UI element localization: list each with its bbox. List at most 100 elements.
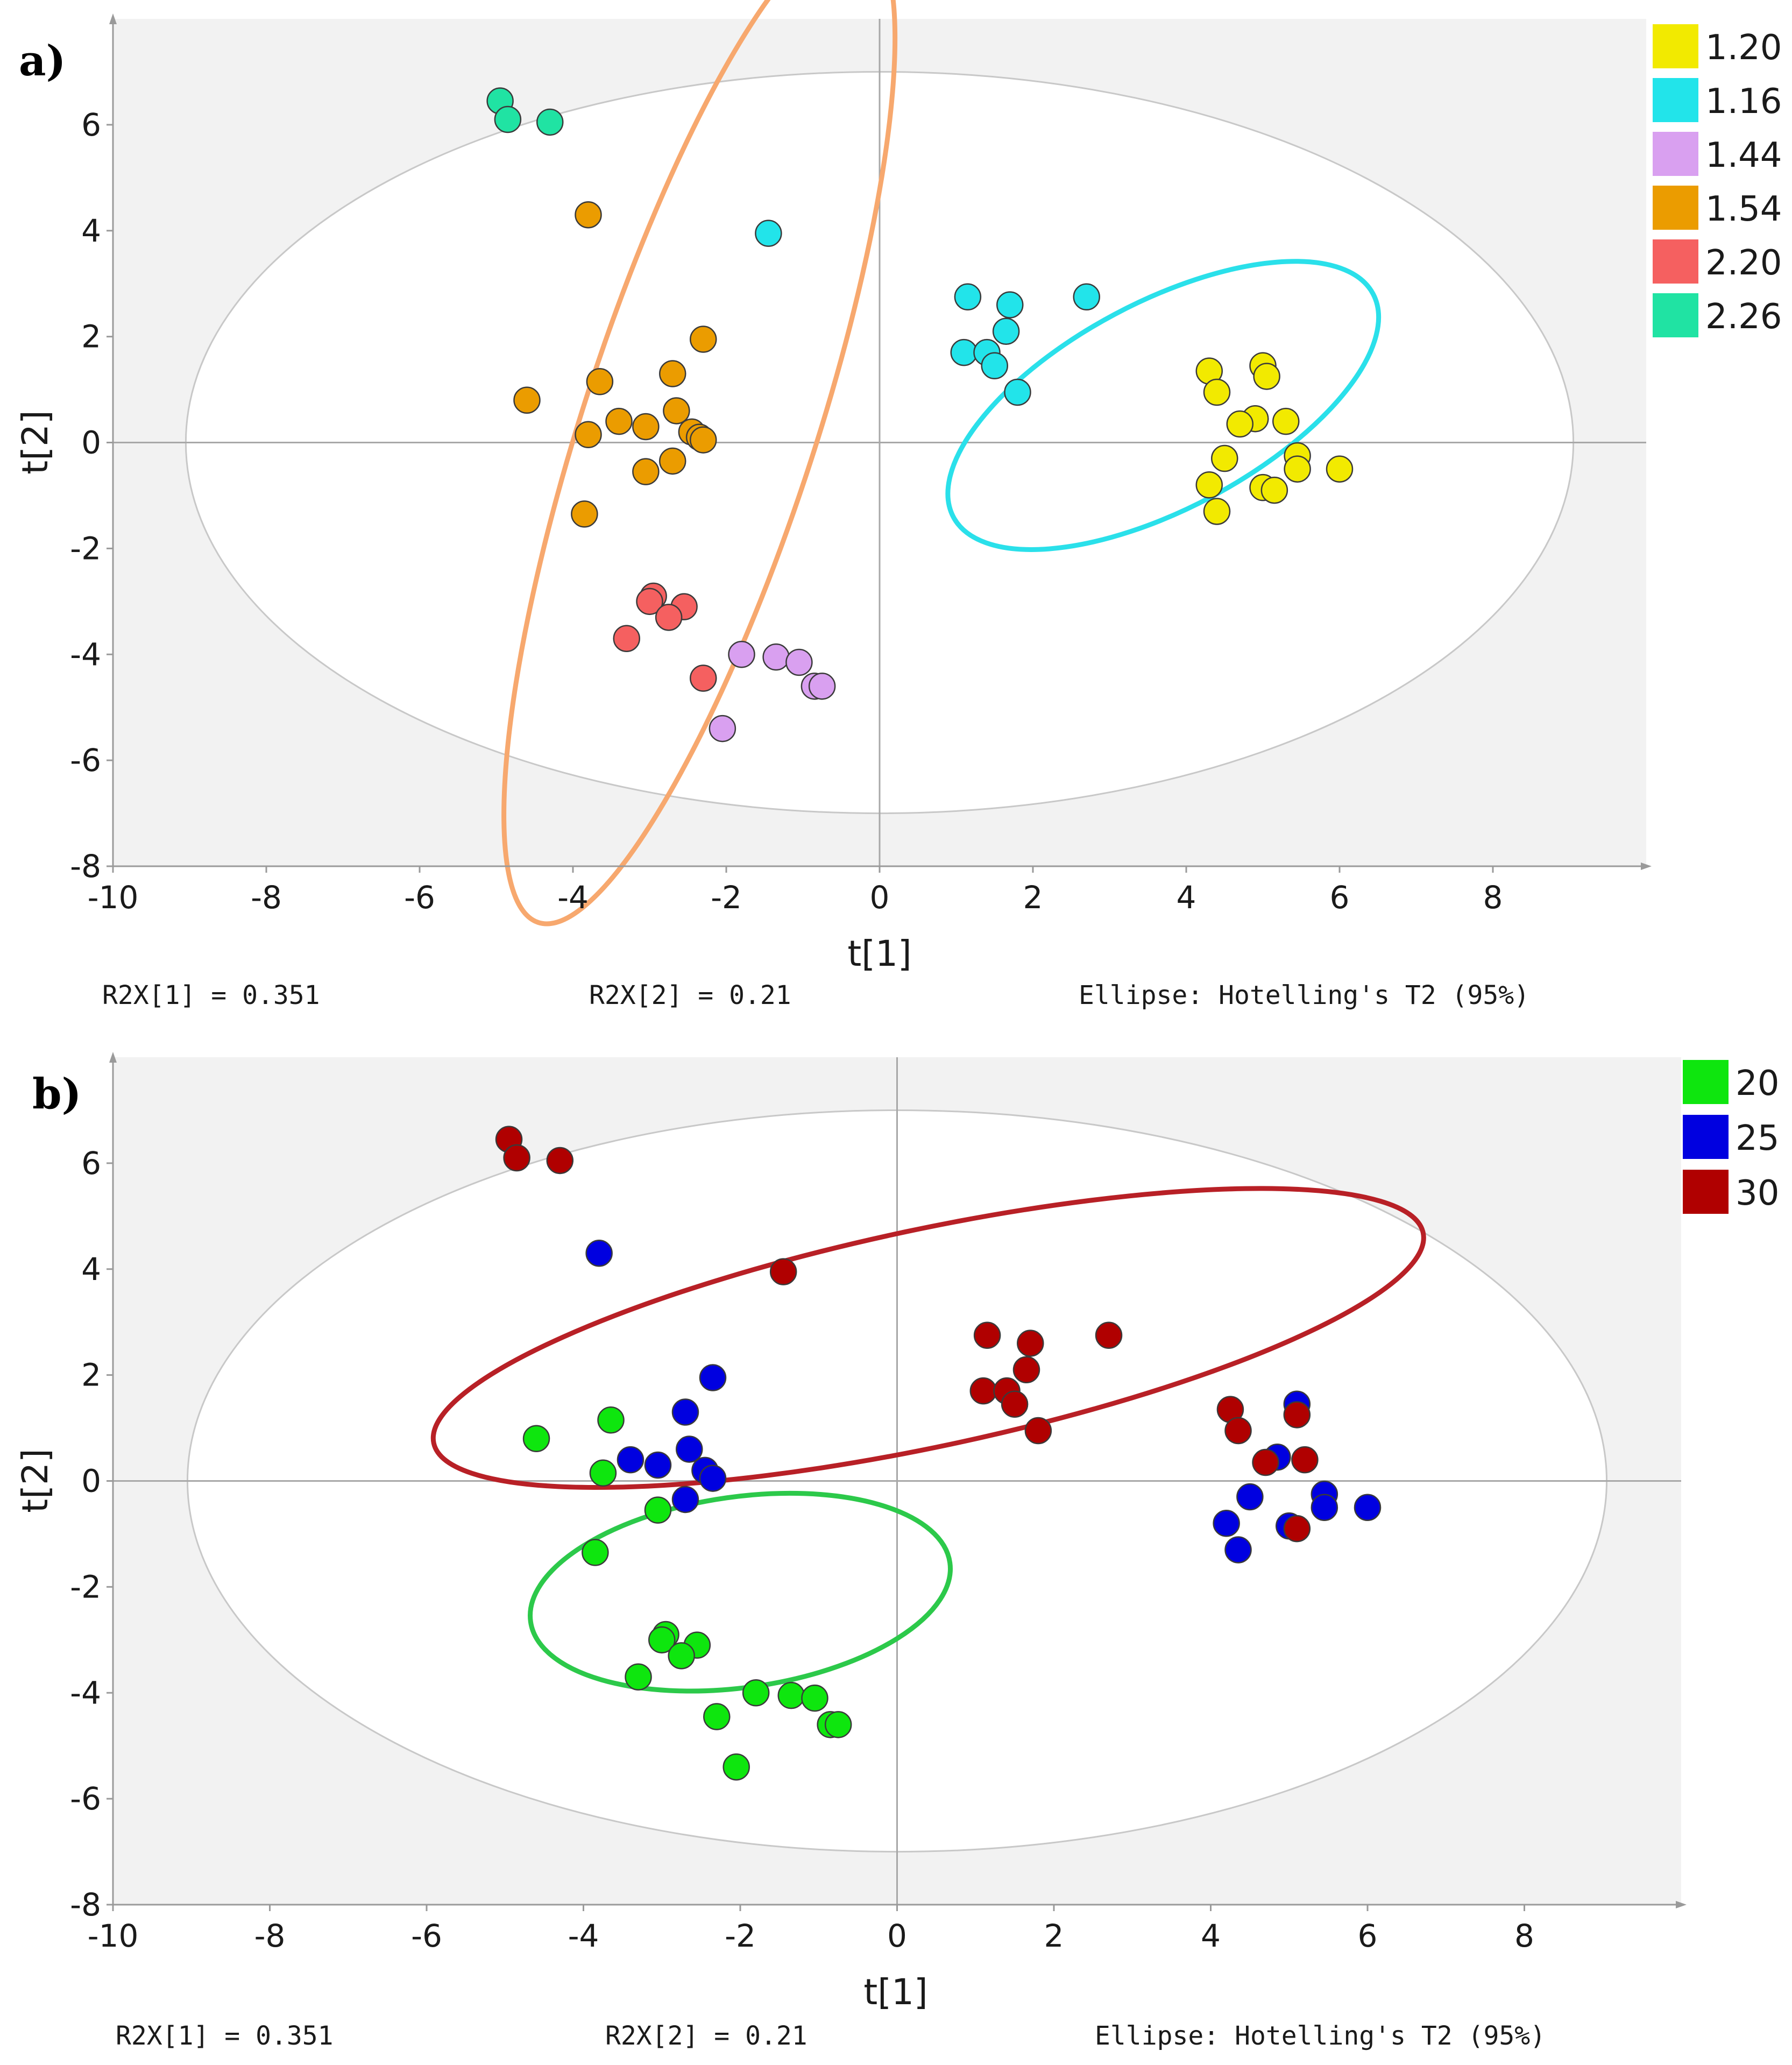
data-point[interactable] bbox=[762, 643, 790, 671]
legend-item[interactable]: 2.26 bbox=[1653, 293, 1782, 337]
legend-item[interactable]: 1.54 bbox=[1653, 186, 1782, 230]
data-point[interactable] bbox=[585, 1239, 613, 1267]
data-point[interactable] bbox=[824, 1711, 852, 1738]
data-point[interactable] bbox=[575, 201, 602, 229]
data-point[interactable] bbox=[632, 458, 660, 485]
legend-item[interactable]: 1.44 bbox=[1653, 132, 1782, 176]
data-point[interactable] bbox=[1024, 1417, 1052, 1445]
data-point[interactable] bbox=[494, 105, 522, 133]
data-point[interactable] bbox=[801, 1684, 828, 1712]
data-point[interactable] bbox=[1017, 1329, 1044, 1357]
data-point[interactable] bbox=[709, 715, 736, 742]
data-point[interactable] bbox=[1252, 1448, 1279, 1476]
data-point[interactable] bbox=[1260, 476, 1288, 504]
data-point[interactable] bbox=[950, 338, 978, 366]
data-point[interactable] bbox=[785, 648, 813, 676]
data-point[interactable] bbox=[728, 641, 755, 668]
data-point[interactable] bbox=[513, 386, 541, 414]
data-point[interactable] bbox=[671, 1486, 699, 1514]
data-point[interactable] bbox=[1326, 455, 1354, 483]
data-point[interactable] bbox=[981, 352, 1008, 380]
data-point[interactable] bbox=[1203, 498, 1231, 525]
data-point[interactable] bbox=[1073, 283, 1100, 311]
data-point[interactable] bbox=[996, 291, 1024, 319]
y-tick-label: -8 bbox=[70, 1886, 101, 1923]
data-point[interactable] bbox=[586, 368, 614, 395]
data-point[interactable] bbox=[655, 604, 683, 631]
data-point[interactable] bbox=[617, 1446, 644, 1474]
data-point[interactable] bbox=[723, 1753, 750, 1781]
data-point[interactable] bbox=[1272, 407, 1300, 435]
data-point[interactable] bbox=[1195, 471, 1223, 499]
x-tick-label: 2 bbox=[1044, 1918, 1064, 1954]
data-point[interactable] bbox=[699, 1465, 727, 1492]
data-point[interactable] bbox=[1283, 1515, 1311, 1543]
data-point[interactable] bbox=[1283, 1401, 1311, 1428]
data-point[interactable] bbox=[659, 360, 686, 387]
data-point[interactable] bbox=[582, 1539, 609, 1566]
data-point[interactable] bbox=[1354, 1494, 1382, 1521]
data-point[interactable] bbox=[597, 1406, 625, 1434]
data-point[interactable] bbox=[668, 1642, 695, 1670]
data-point[interactable] bbox=[536, 108, 564, 136]
data-point[interactable] bbox=[1203, 378, 1231, 406]
data-point[interactable] bbox=[613, 625, 640, 652]
legend-label: 25 bbox=[1736, 1119, 1779, 1158]
legend-item[interactable]: 1.16 bbox=[1653, 78, 1782, 122]
points-layer bbox=[486, 87, 1354, 742]
data-point[interactable] bbox=[954, 283, 982, 311]
data-point[interactable] bbox=[644, 1451, 672, 1479]
data-point[interactable] bbox=[546, 1147, 574, 1175]
data-point[interactable] bbox=[1311, 1494, 1338, 1521]
data-point[interactable] bbox=[1012, 1356, 1040, 1384]
data-point[interactable] bbox=[636, 588, 663, 616]
data-point[interactable] bbox=[777, 1681, 805, 1709]
data-point[interactable] bbox=[522, 1425, 550, 1452]
legend-item[interactable]: 1.20 bbox=[1653, 24, 1782, 68]
legend-item[interactable]: 25 bbox=[1683, 1115, 1779, 1159]
group-ellipse bbox=[501, 0, 898, 927]
data-point[interactable] bbox=[644, 1496, 672, 1524]
legend-item[interactable]: 30 bbox=[1683, 1170, 1779, 1214]
data-point[interactable] bbox=[659, 447, 686, 475]
data-point[interactable] bbox=[769, 1258, 797, 1285]
data-point[interactable] bbox=[589, 1459, 617, 1487]
data-point[interactable] bbox=[1095, 1321, 1123, 1349]
data-point[interactable] bbox=[992, 317, 1020, 345]
data-point[interactable] bbox=[663, 397, 690, 425]
data-point[interactable] bbox=[1236, 1483, 1264, 1511]
data-point[interactable] bbox=[742, 1679, 770, 1707]
data-point[interactable] bbox=[808, 673, 836, 700]
data-point[interactable] bbox=[625, 1663, 652, 1691]
data-point[interactable] bbox=[671, 1398, 699, 1426]
data-point[interactable] bbox=[1211, 444, 1238, 472]
data-point[interactable] bbox=[703, 1703, 731, 1730]
data-point[interactable] bbox=[1284, 455, 1311, 483]
data-point[interactable] bbox=[1224, 1417, 1252, 1445]
data-point[interactable] bbox=[1226, 410, 1253, 438]
data-point[interactable] bbox=[973, 1321, 1001, 1349]
data-point[interactable] bbox=[605, 407, 633, 435]
data-point[interactable] bbox=[632, 413, 660, 441]
data-point[interactable] bbox=[1224, 1536, 1252, 1564]
data-point[interactable] bbox=[690, 664, 717, 692]
data-point[interactable] bbox=[690, 326, 717, 353]
legend-label: 2.26 bbox=[1705, 297, 1782, 337]
data-point[interactable] bbox=[648, 1626, 676, 1654]
data-point[interactable] bbox=[969, 1377, 997, 1405]
data-point[interactable] bbox=[1253, 363, 1280, 390]
legend-item[interactable]: 20 bbox=[1683, 1060, 1779, 1104]
data-point[interactable] bbox=[1213, 1510, 1240, 1537]
data-point[interactable] bbox=[575, 421, 602, 448]
data-point[interactable] bbox=[1004, 378, 1031, 406]
legend-item[interactable]: 2.20 bbox=[1653, 239, 1782, 284]
data-point[interactable] bbox=[503, 1144, 530, 1172]
data-point[interactable] bbox=[755, 220, 782, 247]
data-point[interactable] bbox=[1291, 1446, 1319, 1474]
data-point[interactable] bbox=[676, 1435, 703, 1463]
data-point[interactable] bbox=[571, 500, 598, 528]
data-point[interactable] bbox=[1001, 1390, 1029, 1418]
data-point[interactable] bbox=[699, 1364, 727, 1391]
data-point[interactable] bbox=[690, 426, 717, 454]
